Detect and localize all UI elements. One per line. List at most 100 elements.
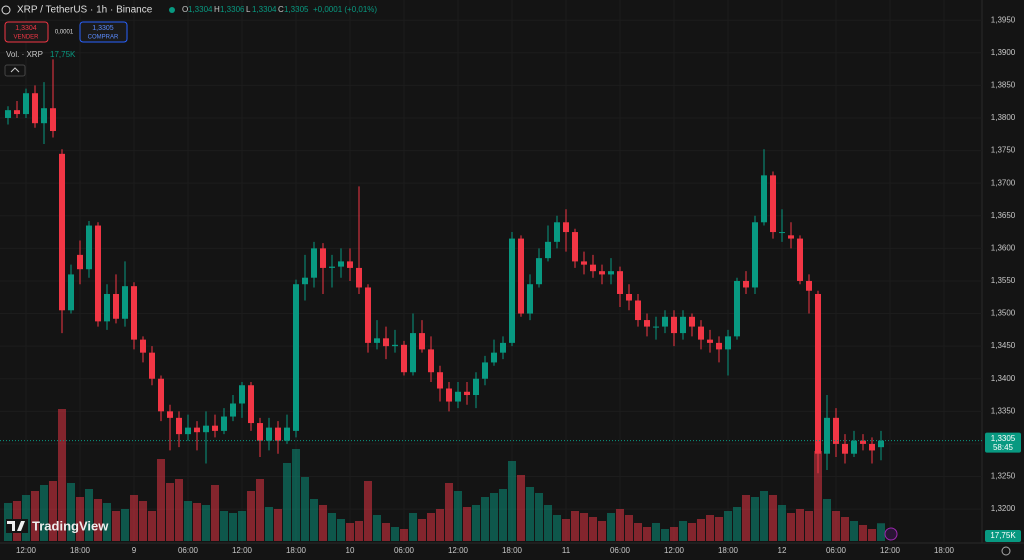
- y-tick-label: 1,3750: [991, 146, 1016, 155]
- candle-body: [221, 416, 227, 431]
- volume-bar: [454, 491, 462, 541]
- candle-body: [5, 110, 11, 118]
- x-tick-label: 06:00: [610, 546, 631, 555]
- x-tick-label: 10: [346, 546, 355, 555]
- volume-bar: [22, 495, 30, 541]
- logo: TradingView: [6, 518, 109, 533]
- volume-bar: [571, 511, 579, 541]
- candle-body: [365, 287, 371, 343]
- y-tick-label: 1,3800: [991, 113, 1016, 122]
- volume-bar: [598, 521, 606, 541]
- volume-bar: [121, 509, 129, 541]
- volume-bar: [625, 515, 633, 541]
- candle-body: [581, 261, 587, 265]
- candle-body: [302, 277, 308, 285]
- volume-bar: [607, 513, 615, 541]
- candle-body: [131, 286, 137, 340]
- volume-bar: [229, 513, 237, 541]
- candle-body: [707, 339, 713, 343]
- volume-bar: [535, 493, 543, 541]
- volume-bar: [274, 509, 282, 541]
- candle-body: [248, 385, 254, 424]
- buy-price[interactable]: 1,3305: [92, 25, 114, 32]
- candle-body: [86, 225, 92, 270]
- candle-body: [662, 316, 668, 327]
- candle-body: [482, 362, 488, 379]
- candle-body: [41, 108, 47, 124]
- candle-body: [644, 320, 650, 327]
- volume-bar: [832, 511, 840, 541]
- volume-bar: [337, 519, 345, 541]
- candle-body: [608, 271, 614, 275]
- candle-body: [338, 261, 344, 267]
- volume-bar: [877, 523, 885, 541]
- volume-bar: [481, 497, 489, 541]
- volume-bar: [238, 511, 246, 541]
- candle-body: [311, 248, 317, 278]
- candle-body: [734, 280, 740, 337]
- volume-bar: [112, 511, 120, 541]
- candle-body: [743, 280, 749, 288]
- volume-bar: [742, 495, 750, 541]
- candle-body: [518, 238, 524, 314]
- candle-body: [878, 440, 884, 448]
- x-tick-label: 12:00: [16, 546, 37, 555]
- volume-bar: [427, 513, 435, 541]
- candle-body: [689, 316, 695, 327]
- candle-body: [473, 378, 479, 396]
- candle-body: [419, 333, 425, 350]
- candle-body: [446, 388, 452, 402]
- candle-body: [122, 286, 128, 319]
- volume-bar: [418, 519, 426, 541]
- volume-bar: [724, 511, 732, 541]
- alert-icon[interactable]: [884, 527, 898, 541]
- volume-bar: [445, 483, 453, 541]
- settings-icon[interactable]: [1001, 546, 1011, 556]
- buy-button[interactable]: [79, 21, 128, 43]
- candle-body: [347, 261, 353, 268]
- buy-label[interactable]: COMPRAR: [88, 35, 119, 41]
- candle-body: [383, 338, 389, 347]
- candle-body: [266, 427, 272, 441]
- y-tick-label: 1,3700: [991, 178, 1016, 187]
- volume-bar: [490, 493, 498, 541]
- y-tick-label: 1,3650: [991, 211, 1016, 220]
- candle-body: [635, 300, 641, 321]
- sell-button[interactable]: [4, 21, 49, 43]
- volume-bar: [31, 491, 39, 541]
- candle-body: [563, 222, 569, 233]
- volume-bar: [805, 511, 813, 541]
- volume-bar: [85, 489, 93, 541]
- volume-bar: [436, 509, 444, 541]
- x-tick-label: 18:00: [70, 546, 91, 555]
- status-dot: [169, 7, 175, 13]
- sell-price[interactable]: 1,3304: [15, 25, 37, 32]
- candle-body: [356, 267, 362, 288]
- candle-body: [797, 238, 803, 281]
- ohlc-label: L: [246, 5, 251, 14]
- volume-bar: [283, 463, 291, 541]
- last-volume-label: 17,75K: [990, 531, 1016, 540]
- sell-label[interactable]: VENDER: [13, 35, 39, 41]
- close-icon[interactable]: [1, 5, 11, 15]
- volume-bar: [301, 477, 309, 541]
- volume-bar: [616, 509, 624, 541]
- collapse-button[interactable]: [4, 64, 26, 77]
- candle-body: [410, 333, 416, 373]
- candle-body: [59, 153, 65, 311]
- candle-body: [500, 342, 506, 353]
- ohlc-value: 1,3305: [284, 5, 309, 14]
- candle-body: [815, 293, 821, 454]
- volume-bar: [328, 513, 336, 541]
- candle-body: [392, 344, 398, 347]
- volume-bar: [400, 529, 408, 541]
- candle-body: [167, 411, 173, 418]
- x-tick-label: 12:00: [448, 546, 469, 555]
- volume-bar: [103, 503, 111, 541]
- y-tick-label: 1,3950: [991, 15, 1016, 24]
- volume-bar: [796, 509, 804, 541]
- candle-body: [23, 93, 29, 115]
- candle-body: [509, 238, 515, 343]
- candle-body: [824, 417, 830, 454]
- candle-body: [590, 264, 596, 272]
